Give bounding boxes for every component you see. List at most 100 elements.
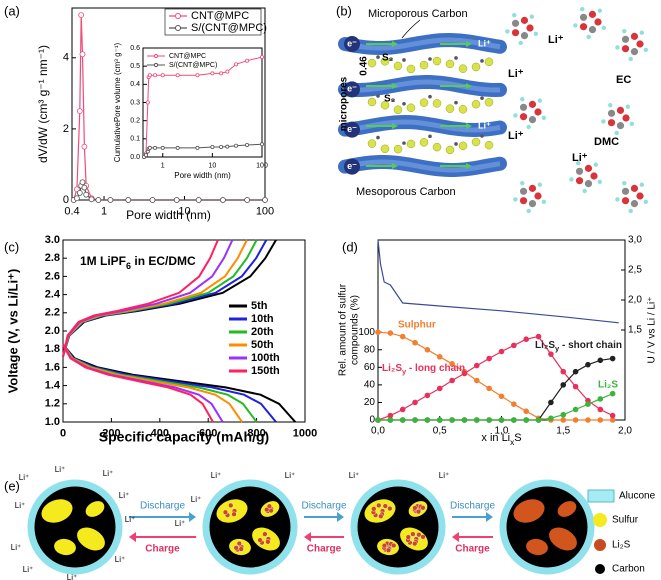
molecule-atom [579, 23, 588, 31]
data-point [412, 417, 418, 423]
lithium-label: Li⁺ [508, 130, 524, 142]
legend-label: CNT@MPC [169, 53, 206, 60]
lithium-atom [376, 94, 380, 98]
y2-axis-label: U / V vs Li / Li⁺ [647, 297, 658, 364]
lithium-label: Li⁺ [125, 515, 135, 524]
discharge-arrow-head [486, 512, 493, 522]
data-point [449, 417, 455, 423]
molecule-atom [528, 200, 537, 208]
li2s-dot [412, 505, 418, 511]
charge-arrow-head [304, 532, 311, 542]
molecule-atom [534, 108, 542, 116]
flow-arrow-head [392, 163, 398, 169]
data-point [560, 382, 567, 388]
data-point [173, 197, 180, 203]
particle [202, 479, 298, 575]
molecule-hydrogen [529, 14, 535, 19]
sulfur-label: S₈ [384, 94, 396, 105]
molecule-hydrogen [639, 182, 645, 187]
data-point [245, 58, 250, 63]
blob [54, 538, 76, 556]
y-axis-label: dV/dW (cm³ g⁻¹ nm⁻¹) [36, 45, 50, 163]
molecule-hydrogen [622, 28, 627, 34]
legend-marker [175, 13, 181, 19]
data-point [511, 417, 517, 423]
lithium-label: Li⁺ [349, 471, 359, 480]
y-tick-label: 0.3 [130, 99, 140, 106]
legend-label: 10th [251, 313, 274, 325]
charge-label: Charge [145, 544, 180, 555]
legend-label: S/(CNT@MPC) [169, 62, 217, 69]
molecule-atom [511, 19, 520, 27]
data-point [125, 197, 132, 203]
data-point [486, 385, 492, 392]
data-point [609, 355, 616, 362]
text-part: x [510, 438, 515, 447]
electron-label: e⁻ [347, 124, 357, 134]
y-tick-label: 40 [364, 380, 376, 391]
diagram-e: Discharge Charge Discharge Charge Discharge C… [11, 465, 656, 580]
chart: 0 200 400 600 800 1000 1.0 1.2 1.4 1.6 1.8 2.0 2.2 2.… [5, 234, 317, 445]
lithium-label: Li⁺ [175, 519, 185, 528]
lithium-atom [428, 57, 432, 61]
sulfur-atom [484, 98, 494, 107]
text-part: x in Li [481, 432, 510, 444]
chart: 0,0 0,5 1,0 1,5 2,0 0 20 40 60 80 100 1,5 2,0 2,5 3,0 x… [338, 235, 658, 447]
data-point [259, 55, 264, 60]
sulfur-atom [471, 99, 481, 109]
li2s-dot [420, 534, 426, 540]
molecule-atom [511, 29, 520, 37]
lithium-label: Li⁺ [508, 68, 524, 80]
data-point [220, 197, 226, 203]
y-tick-label: 0.0 [130, 154, 140, 161]
legend-marker [153, 62, 159, 68]
li2s-dot [265, 539, 271, 545]
molecule-atom [636, 192, 644, 200]
data-point [144, 153, 149, 158]
text-part: y [555, 344, 560, 353]
molecule-atom [607, 109, 616, 117]
y-tick-label: 0 [63, 194, 69, 206]
text-part: 1M LiPF [80, 254, 126, 268]
molecule-hydrogen [573, 23, 578, 28]
panel-label: (b) [336, 3, 352, 18]
li2s-dot [391, 542, 397, 549]
y-tick-label: 2.8 [45, 252, 60, 264]
y-tick-label: 20 [364, 397, 376, 408]
data-point [147, 73, 152, 78]
data-point [81, 184, 88, 191]
sulfur-atom [380, 57, 390, 66]
molecule-hydrogen [625, 104, 631, 109]
text-part: - long chain [406, 363, 465, 374]
molecule-atom [616, 122, 625, 130]
legend-label: Alucone [619, 491, 656, 502]
data-point [153, 73, 158, 78]
diagram-b: e⁻ Li⁺ e⁻ e⁻ Li⁺ e⁻ S₈ S₈ Microporous Carbon 0.46… [338, 6, 649, 214]
data-point [609, 390, 616, 397]
lithium-label: Li⁺ [439, 471, 449, 480]
electron-label: e⁻ [347, 84, 357, 94]
flow-arrow-head [466, 83, 472, 89]
legend-swatch [587, 489, 615, 503]
molecule-hydrogen [520, 180, 525, 186]
sulfur-atom [419, 60, 429, 70]
y-tick-label: 1.0 [45, 416, 60, 428]
solvent-label: EC [616, 74, 631, 86]
flow-arrow-head [392, 83, 398, 89]
molecule-atom [630, 48, 639, 56]
charge-label: Charge [455, 544, 490, 555]
data-point [234, 143, 239, 148]
discharge-label: Discharge [450, 501, 495, 512]
lithium-label: Li⁺ [478, 120, 491, 130]
data-point [572, 406, 579, 413]
data-point [560, 411, 567, 418]
plot-area [142, 47, 263, 158]
data-point [449, 361, 455, 367]
data-point [548, 399, 554, 406]
x-tick-label: 0 [60, 428, 66, 440]
series-label: Li₂S [598, 380, 618, 391]
molecule-hydrogen [608, 102, 613, 108]
legend-swatch [593, 513, 607, 527]
molecule-atom [519, 187, 528, 195]
charge-arrow-head [129, 532, 136, 542]
